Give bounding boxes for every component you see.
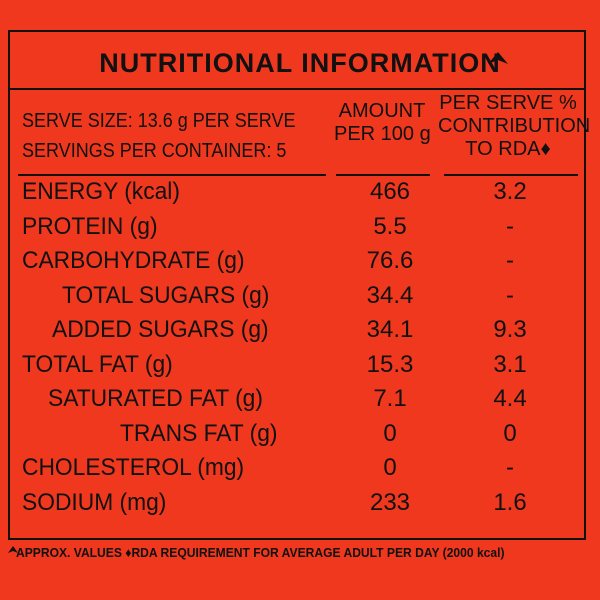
title-marker (488, 52, 508, 64)
amount-per-100g: 7.1 (373, 385, 407, 412)
rda-percent: 3.2 (493, 178, 527, 205)
amount-per-100g: 34.1 (366, 316, 414, 343)
amount-header: AMOUNT PER 100 g (334, 100, 431, 146)
nutrient-name: SATURATED FAT (g) (48, 385, 263, 412)
amount-per-100g: 0 (383, 419, 397, 447)
header-line: CONTRIBUTION (438, 115, 591, 137)
nutrient-name: TOTAL FAT (g) (22, 350, 173, 378)
header-line: PER SERVE % (439, 92, 577, 114)
servings: SERVINGS PER CONTAINER: 5 (22, 140, 287, 162)
rda-header: PER SERVE % CONTRIBUTION TO RDA♦ (438, 92, 591, 161)
nutrient-name: ADDED SUGARS (g) (52, 316, 269, 343)
rda-percent: - (506, 454, 514, 481)
header-line: PER 100 g (334, 123, 431, 145)
rule (336, 174, 430, 176)
nutrient-name: PROTEIN (g) (22, 212, 158, 240)
rule (10, 88, 584, 90)
title: NUTRITIONAL INFORMATION (99, 48, 501, 78)
nutrient-name: ENERGY (kcal) (22, 178, 180, 205)
rda-percent: - (506, 281, 514, 309)
nutrient-name: TOTAL SUGARS (g) (62, 281, 270, 309)
amount-per-100g: 15.3 (366, 350, 414, 378)
amount-per-100g: 76.6 (366, 247, 414, 274)
amount-per-100g: 5.5 (373, 212, 407, 240)
rda-percent: 1.6 (493, 488, 527, 516)
rule (444, 174, 578, 176)
rda-percent: - (506, 212, 514, 240)
rda-percent: - (506, 247, 514, 274)
amount-per-100g: 0 (383, 454, 397, 481)
label-border (8, 30, 586, 540)
serve-size: SERVE SIZE: 13.6 g PER SERVE (22, 110, 296, 132)
footnote: APPROX. VALUES ♦RDA REQUIREMENT FOR AVER… (16, 545, 505, 560)
nutrient-name: SODIUM (mg) (22, 488, 167, 516)
nutrient-name: TRANS FAT (g) (120, 419, 278, 447)
header-line: TO RDA♦ (465, 138, 551, 160)
rda-percent: 0 (503, 419, 517, 447)
rule (18, 174, 326, 176)
amount-per-100g: 466 (369, 178, 411, 205)
nutrient-name: CHOLESTEROL (mg) (22, 454, 245, 481)
rda-percent: 3.1 (493, 350, 527, 378)
header-line: AMOUNT (338, 100, 426, 122)
rda-percent: 9.3 (493, 316, 527, 343)
amount-per-100g: 233 (369, 488, 411, 516)
nutrient-name: CARBOHYDRATE (g) (22, 247, 245, 274)
rda-percent: 4.4 (493, 385, 527, 412)
footnote-marker (8, 546, 18, 553)
amount-per-100g: 34.4 (366, 281, 414, 309)
